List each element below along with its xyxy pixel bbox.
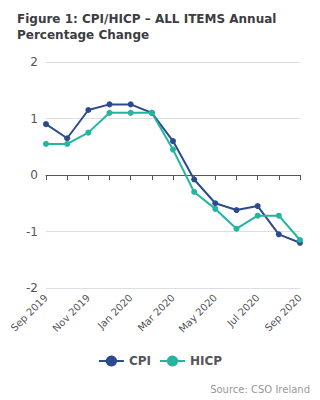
- svg-text:Sep 2019: Sep 2019: [9, 292, 50, 333]
- svg-text:1: 1: [30, 112, 38, 126]
- svg-text:Source: CSO Ireland: Source: CSO Ireland: [210, 384, 310, 395]
- svg-text:-1: -1: [26, 225, 38, 239]
- svg-text:Mar 2020: Mar 2020: [136, 292, 177, 333]
- svg-text:0: 0: [30, 168, 38, 182]
- svg-text:Jan 2020: Jan 2020: [95, 292, 135, 332]
- svg-text:May 2020: May 2020: [177, 292, 220, 335]
- svg-text:2: 2: [30, 55, 38, 69]
- svg-text:Jul 2020: Jul 2020: [224, 292, 261, 329]
- svg-text:Nov 2019: Nov 2019: [50, 292, 92, 334]
- svg-text:Sep 2020: Sep 2020: [263, 292, 304, 333]
- svg-text:Figure 1: CPI/HICP – ALL ITEMS: Figure 1: CPI/HICP – ALL ITEMS Annual: [17, 12, 276, 26]
- svg-text:HICP: HICP: [190, 354, 222, 368]
- svg-text:Percentage Change: Percentage Change: [17, 28, 149, 42]
- svg-text:-2: -2: [26, 281, 38, 295]
- svg-text:CPI: CPI: [129, 354, 151, 368]
